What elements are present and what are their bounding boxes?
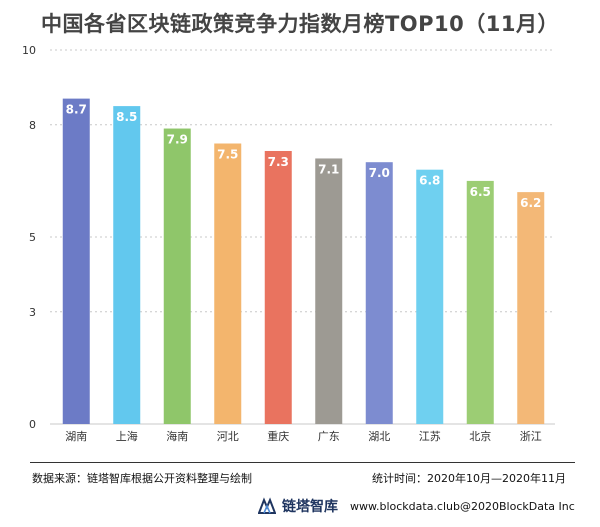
bars xyxy=(62,98,545,425)
bar-浙江 xyxy=(517,192,545,424)
x-category-label: 海南 xyxy=(166,429,188,443)
bar-value-label: 7.0 xyxy=(369,166,390,180)
bar-value-label: 6.8 xyxy=(419,174,440,188)
bar-value-label: 6.5 xyxy=(470,185,491,199)
y-tick-label: 8 xyxy=(29,119,36,132)
x-category-label: 湖南 xyxy=(65,430,87,443)
bar-value-label: 7.3 xyxy=(268,155,289,169)
bar-value-label: 8.5 xyxy=(116,110,137,124)
bar-value-label: 8.7 xyxy=(66,103,87,117)
bar-value-label: 7.1 xyxy=(318,162,339,176)
bar-value-label: 6.2 xyxy=(520,196,541,210)
y-axis-ticks: 0 3 5 8 10 xyxy=(22,44,36,431)
y-tick-label: 3 xyxy=(29,306,36,319)
x-category-label: 北京 xyxy=(469,429,491,443)
x-category-label: 湖北 xyxy=(368,430,390,443)
bar-北京 xyxy=(466,180,494,424)
blockdata-logo-icon xyxy=(258,497,276,514)
brand-footer: 链塔智库 www.blockdata.club@2020BlockData In… xyxy=(258,496,575,516)
bar-湖北 xyxy=(365,162,393,424)
bar-chart: 0 3 5 8 10 8.7 8.5 7.9 7.5 7.3 7.1 7.0 6.8 6.5 6.2 湖南… xyxy=(22,44,555,443)
y-tick-label: 5 xyxy=(29,231,36,244)
footer-divider xyxy=(30,462,575,463)
bar-河北 xyxy=(214,143,242,424)
value-labels: 8.7 8.5 7.9 7.5 7.3 7.1 7.0 6.8 6.5 6.2 xyxy=(66,103,542,210)
x-category-label: 浙江 xyxy=(520,430,542,443)
x-category-label: 江苏 xyxy=(419,430,441,443)
x-category-label: 广东 xyxy=(318,430,340,443)
bar-海南 xyxy=(163,128,191,425)
bar-湖南 xyxy=(62,98,90,425)
bar-重庆 xyxy=(264,150,292,425)
x-category-label: 河北 xyxy=(217,430,239,443)
x-category-label: 上海 xyxy=(116,429,138,443)
data-source-note: 数据来源：链塔智库根据公开资料整理与绘制 xyxy=(32,472,252,485)
y-tick-label: 10 xyxy=(22,44,36,57)
y-tick-label: 0 xyxy=(29,418,36,431)
bar-value-label: 7.9 xyxy=(167,133,188,147)
brand-url: www.blockdata.club@2020BlockData Inc xyxy=(350,499,575,513)
chart-title: 中国各省区块链政策竞争力指数月榜TOP10（11月） xyxy=(40,12,559,36)
bar-value-label: 7.5 xyxy=(217,148,238,162)
bar-江苏 xyxy=(416,169,444,424)
x-axis-categories: 湖南 上海 海南 河北 重庆 广东 湖北 江苏 北京 浙江 xyxy=(65,429,542,443)
statistics-period: 统计时间：2020年10月—2020年11月 xyxy=(372,472,566,485)
x-category-label: 重庆 xyxy=(267,429,289,443)
bar-上海 xyxy=(113,106,141,424)
brand-name: 链塔智库 xyxy=(282,499,338,515)
bar-广东 xyxy=(315,158,343,424)
